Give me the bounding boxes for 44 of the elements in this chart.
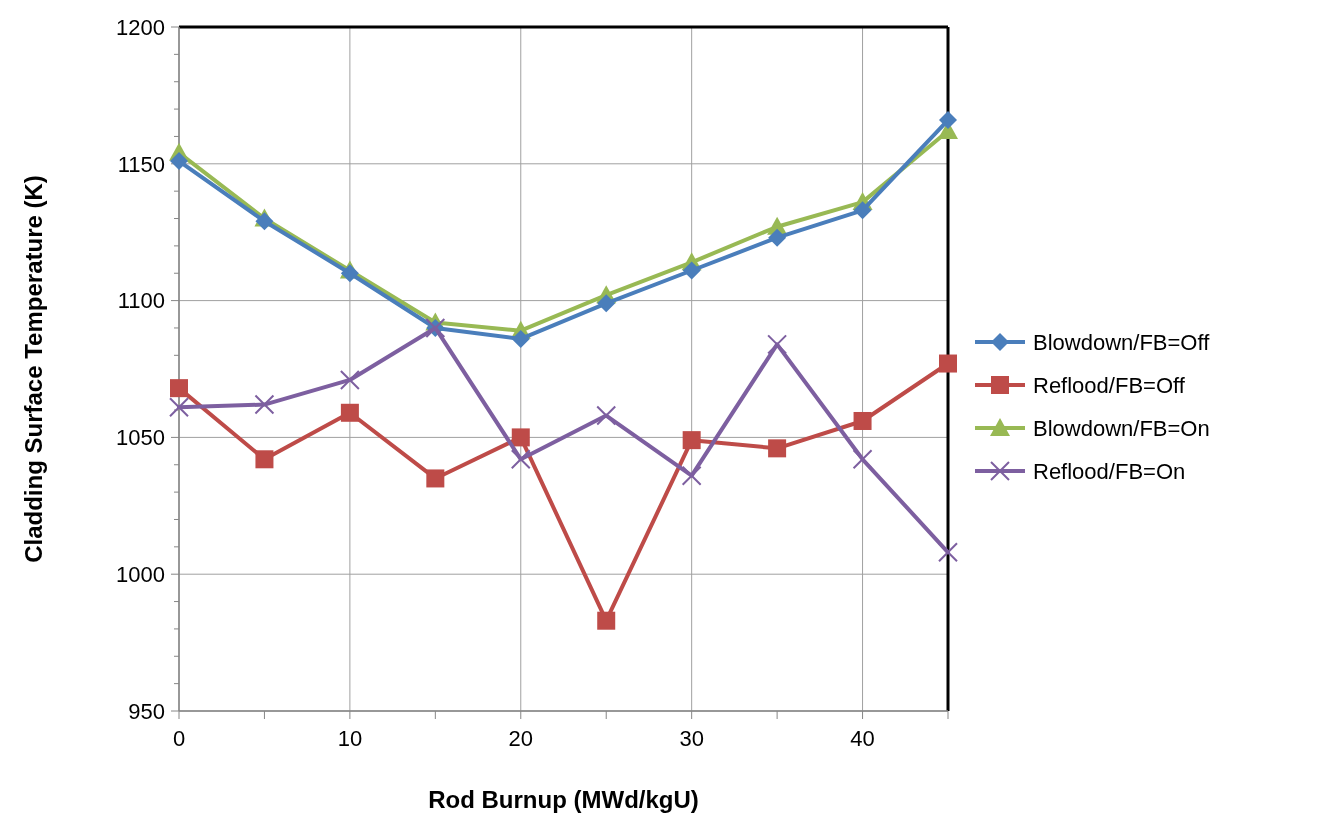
y-axis-title: Cladding Surface Temperature (K) bbox=[20, 175, 47, 563]
point bbox=[597, 294, 616, 313]
y-tick-label: 950 bbox=[128, 698, 165, 724]
point bbox=[339, 369, 360, 390]
point bbox=[767, 334, 788, 355]
x-tick-label: 40 bbox=[850, 726, 875, 751]
y-tick-label: 1150 bbox=[117, 151, 165, 177]
legend-label: Blowdown/FB=Off bbox=[1033, 329, 1211, 355]
x-tick-label: 10 bbox=[337, 726, 363, 751]
y-tick-label: 1050 bbox=[116, 425, 165, 451]
point bbox=[511, 329, 530, 348]
x-tick-label: 0 bbox=[172, 726, 186, 751]
point bbox=[681, 465, 702, 486]
point bbox=[682, 261, 701, 280]
point bbox=[938, 542, 958, 563]
x-axis-title: Rod Burnup (MWd/kgU) bbox=[428, 786, 699, 813]
point bbox=[170, 379, 188, 398]
point bbox=[597, 611, 616, 630]
point bbox=[939, 111, 957, 130]
point bbox=[255, 212, 274, 231]
point bbox=[768, 228, 787, 247]
y-tick-label: 1000 bbox=[116, 561, 165, 587]
point bbox=[853, 411, 872, 430]
x-tick-label: 20 bbox=[508, 726, 534, 751]
legend-label: Reflood/FB=On bbox=[1033, 458, 1186, 484]
point bbox=[169, 397, 189, 418]
y-tick-label: 1200 bbox=[116, 14, 165, 40]
point bbox=[510, 449, 531, 470]
point bbox=[340, 264, 359, 283]
point bbox=[939, 354, 957, 373]
point bbox=[426, 469, 445, 488]
point bbox=[170, 152, 188, 171]
point bbox=[254, 394, 275, 415]
point bbox=[511, 428, 530, 447]
y-tick-label: 1100 bbox=[117, 288, 165, 314]
point bbox=[853, 201, 872, 220]
point bbox=[768, 439, 787, 458]
legend-label: Blowdown/FB=On bbox=[1033, 415, 1210, 441]
point bbox=[255, 450, 274, 469]
point bbox=[340, 403, 359, 422]
point bbox=[682, 431, 701, 450]
point bbox=[596, 405, 617, 426]
legend-label: Reflood/FB=Off bbox=[1033, 372, 1186, 398]
x-tick-label: 30 bbox=[679, 726, 704, 751]
